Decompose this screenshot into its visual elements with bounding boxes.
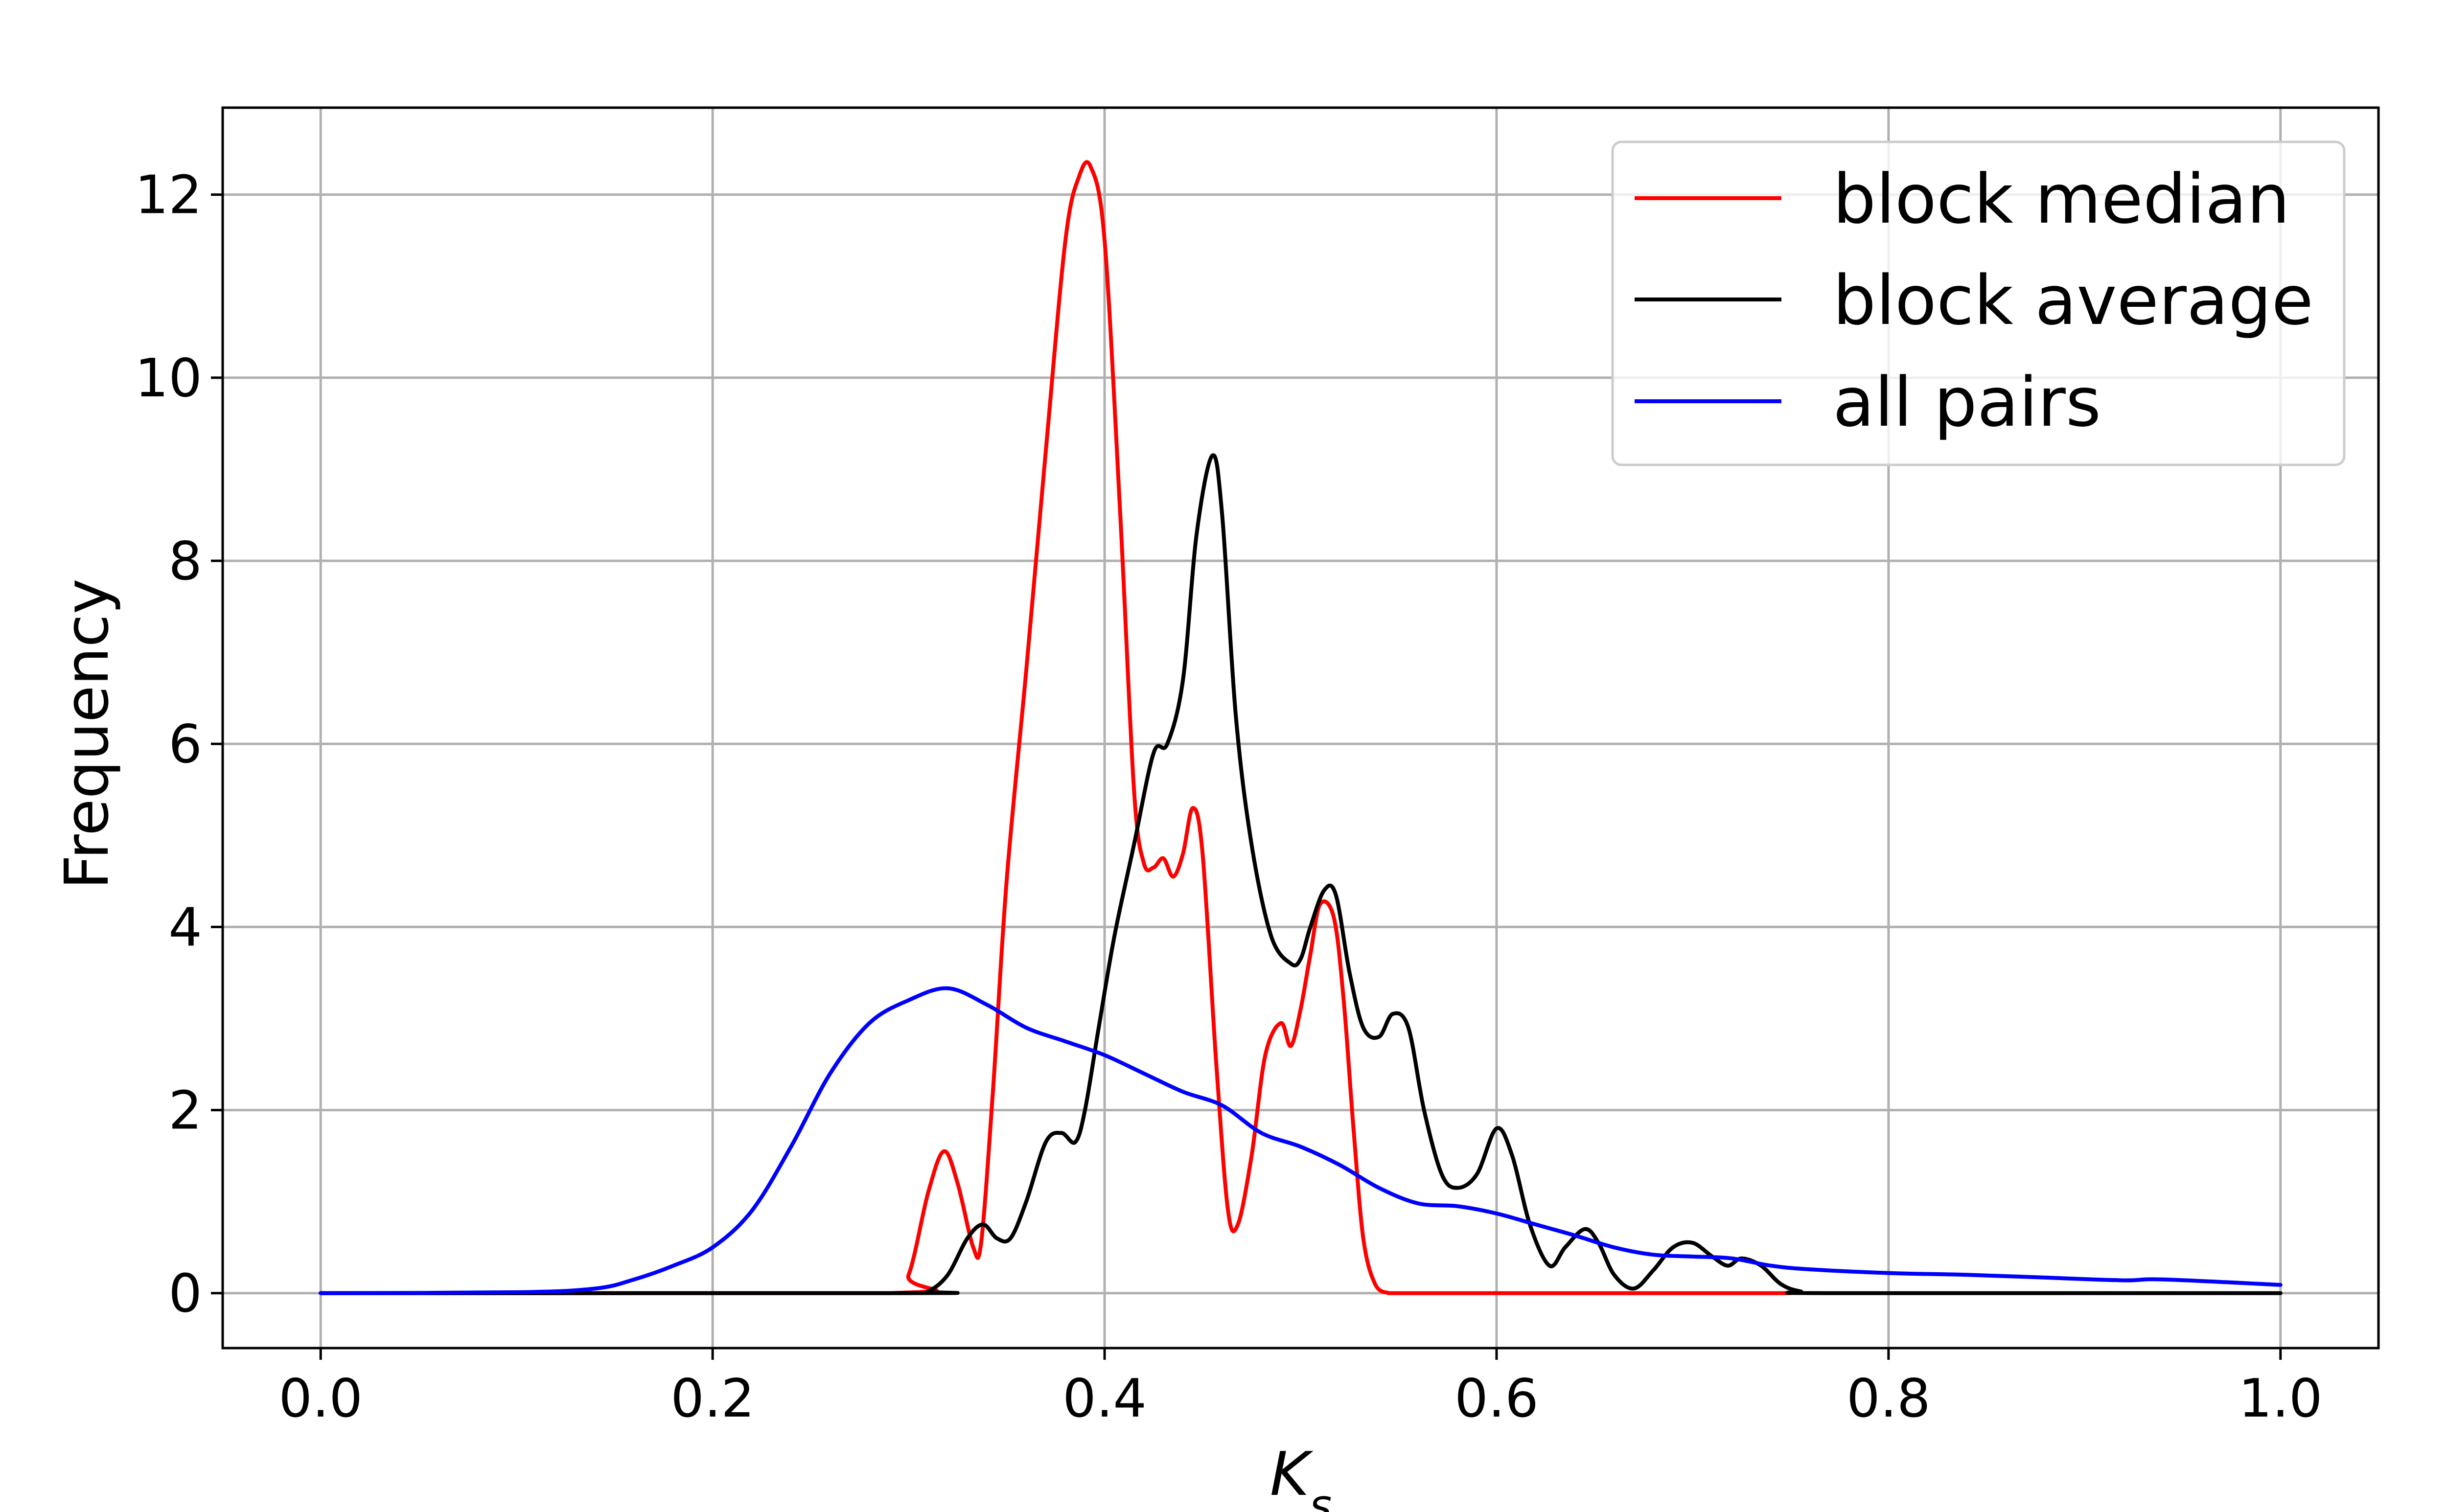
series-line-block-median xyxy=(319,160,1793,1295)
plot-lines xyxy=(319,160,2283,1295)
x-tick-label: 0.8 xyxy=(1847,1368,1931,1429)
x-tick-label: 0.2 xyxy=(670,1368,755,1429)
legend-box xyxy=(1611,140,2346,466)
legend-label-block-average: block average xyxy=(1833,261,2313,340)
axis-ticks: 0.0 0.2 0.4 0.6 0.8 1.0 0 2 4 6 8 10 12 xyxy=(135,165,2323,1429)
y-tick-label: 12 xyxy=(135,165,202,226)
y-tick-label: 4 xyxy=(168,897,202,958)
x-tick-label: 0.6 xyxy=(1454,1368,1539,1429)
series-line-all-pairs xyxy=(319,986,2283,1295)
x-tick-label: 0.0 xyxy=(278,1368,363,1429)
x-tick-label: 0.4 xyxy=(1062,1368,1147,1429)
y-axis-label: Frequency xyxy=(52,578,122,889)
y-tick-label: 0 xyxy=(168,1263,202,1325)
series-line-block-average xyxy=(319,453,2283,1295)
y-tick-label: 10 xyxy=(135,348,202,409)
y-tick-label: 8 xyxy=(168,531,202,592)
plot-frame xyxy=(221,106,2380,1350)
legend-label-all-pairs: all pairs xyxy=(1833,363,2101,442)
y-tick-label: 6 xyxy=(168,714,202,775)
legend-label-block-median: block median xyxy=(1833,160,2290,239)
legend: block median block average all pairs xyxy=(1611,140,2346,466)
y-tick-label: 2 xyxy=(168,1080,202,1142)
x-tick-label: 1.0 xyxy=(2239,1368,2323,1429)
